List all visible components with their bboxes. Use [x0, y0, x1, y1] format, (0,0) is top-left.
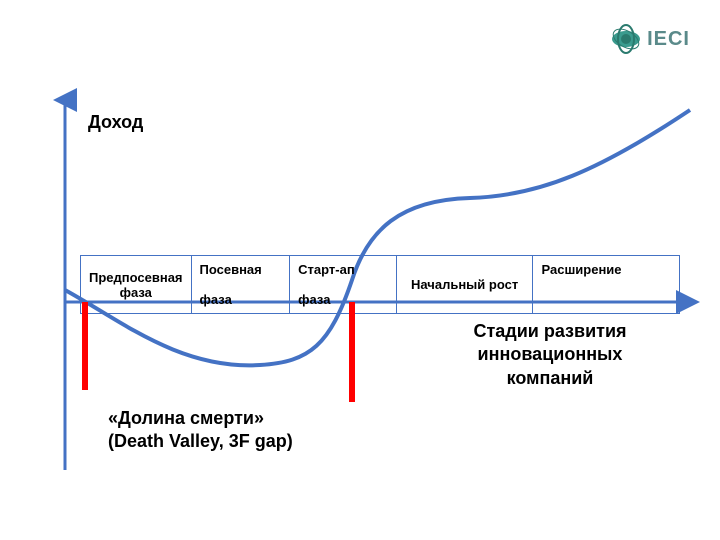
phase-cell: Расширение — [533, 256, 680, 314]
death-valley-bar-start — [82, 302, 88, 390]
phase-cell: Посевная фаза — [191, 256, 290, 314]
globe-icon — [611, 24, 641, 54]
phase-cell: Старт-ап фаза — [290, 256, 397, 314]
phase-cell: Предпосевная фаза — [81, 256, 192, 314]
phase-cell: Начальный рост — [396, 256, 533, 314]
logo: IECI — [611, 24, 690, 54]
x-axis-label: Стадии развития инновационных компаний — [440, 320, 660, 390]
death-valley-bar-end — [349, 302, 355, 402]
y-axis-label: Доход — [88, 112, 143, 133]
table-row: Предпосевная фаза Посевная фаза Старт-ап… — [81, 256, 680, 314]
phase-table: Предпосевная фаза Посевная фаза Старт-ап… — [80, 255, 680, 314]
death-valley-label: «Долина смерти» (Death Valley, 3F gap) — [108, 407, 293, 454]
logo-text: IECI — [647, 28, 690, 51]
